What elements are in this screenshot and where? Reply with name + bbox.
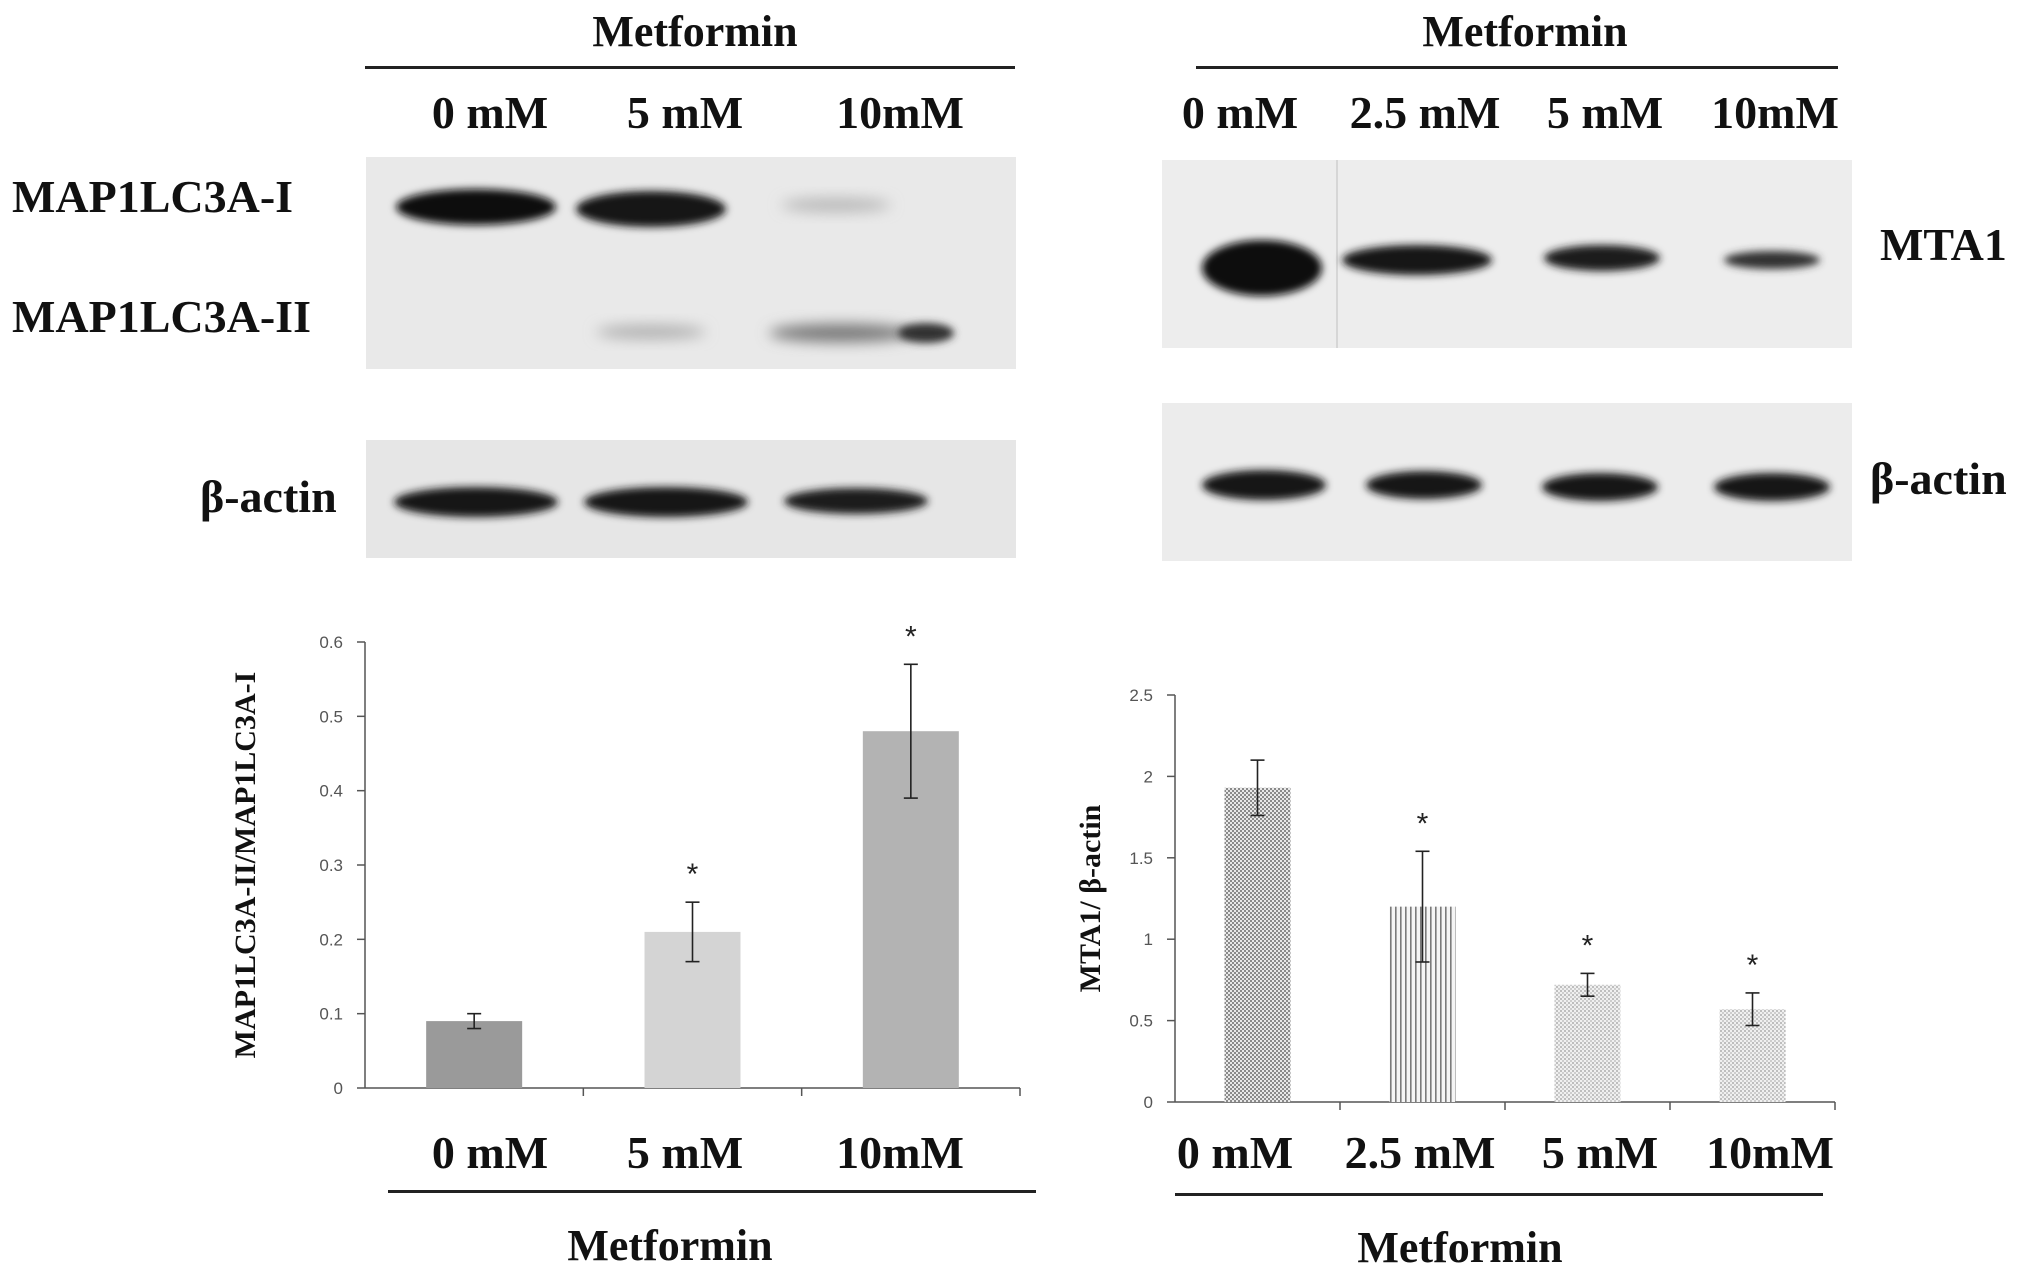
significance-marker: *: [905, 620, 917, 653]
significance-marker: *: [1417, 807, 1429, 840]
y-tick-label: 0.4: [319, 782, 343, 801]
right-top-lane-1: 2.5 mM: [1349, 87, 1501, 138]
left-top-header: Metformin: [592, 7, 798, 56]
right-top-lane-0: 0 mM: [1181, 87, 1299, 138]
y-tick-label: 0.6: [319, 633, 343, 652]
y-tick-label: 0: [334, 1079, 343, 1098]
y-axis-label: MTA1/ β-actin: [1074, 804, 1107, 992]
left-top-lane-2: 10mM: [836, 87, 964, 138]
y-tick-label: 2.5: [1129, 686, 1153, 705]
blot-image-map1lc3a: [366, 157, 1016, 369]
significance-marker: *: [1582, 929, 1594, 962]
left-top-lane-1: 5 mM: [626, 87, 744, 138]
y-tick-label: 1: [1144, 930, 1153, 949]
bar: [1224, 787, 1291, 1102]
right-bottom-lane-1: 2.5 mM: [1344, 1127, 1496, 1178]
chart-mta1-ratio: 0 0.5 1 1.5 2 2.5 * * * MTA1/ β-actin: [1074, 686, 1836, 1110]
left-top-lane-0: 0 mM: [431, 87, 549, 138]
blot-image-mta1: [1162, 160, 1852, 348]
y-tick-label: 0.2: [319, 930, 343, 949]
blot-label-map1lc3a-ii: MAP1LC3A-II: [12, 291, 311, 342]
left-top-rule: [365, 66, 1015, 69]
right-bottom-lane-2: 5 mM: [1541, 1127, 1659, 1178]
right-top-rule: [1196, 66, 1838, 69]
significance-marker: *: [687, 858, 699, 891]
right-top-lane-2: 5 mM: [1546, 87, 1664, 138]
right-bottom-rule: [1175, 1193, 1823, 1196]
left-bottom-lane-2: 10mM: [836, 1127, 964, 1178]
right-top-header: Metformin: [1422, 7, 1628, 56]
blot-image-beta-actin-left: [366, 440, 1016, 558]
y-axis-label: MAP1LC3A-II/MAP1LC3A-I: [229, 672, 262, 1059]
left-bottom-lane-0: 0 mM: [431, 1127, 549, 1178]
significance-marker: *: [1747, 949, 1759, 982]
y-tick-label: 0.5: [319, 707, 343, 726]
y-tick-label: 2: [1144, 767, 1153, 786]
left-bottom-header: Metformin: [567, 1221, 773, 1270]
bar: [426, 1021, 523, 1088]
blot-image-beta-actin-right: [1162, 403, 1852, 561]
left-bottom-rule: [388, 1190, 1036, 1193]
blot-label-beta-actin-left: β-actin: [200, 471, 337, 522]
blot-label-map1lc3a-i: MAP1LC3A-I: [12, 171, 294, 222]
bar: [1554, 984, 1621, 1102]
chart-map1lc3a-ratio: 0 0.1 0.2 0.3 0.4 0.5 0.6 * * MAP1LC3A-II/MAP1LC3…: [229, 620, 1021, 1098]
right-bottom-header: Metformin: [1357, 1223, 1563, 1272]
blot-label-beta-actin-right: β-actin: [1870, 453, 2007, 504]
y-tick-label: 0.5: [1129, 1012, 1153, 1031]
left-bottom-lane-1: 5 mM: [626, 1127, 744, 1178]
right-top-lane-3: 10mM: [1711, 87, 1839, 138]
right-bottom-lane-3: 10mM: [1706, 1127, 1834, 1178]
y-tick-label: 1.5: [1129, 849, 1153, 868]
y-tick-label: 0: [1144, 1093, 1153, 1110]
y-tick-label: 0.1: [319, 1005, 343, 1024]
y-tick-label: 0.3: [319, 856, 343, 875]
blot-label-mta1: MTA1: [1880, 219, 2007, 270]
right-bottom-lane-0: 0 mM: [1176, 1127, 1294, 1178]
